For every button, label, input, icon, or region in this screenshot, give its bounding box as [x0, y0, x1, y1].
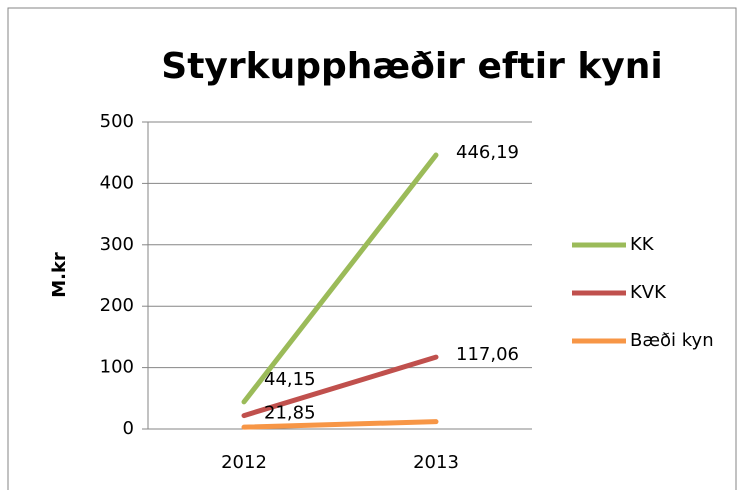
chart-title: Styrkupphæðir eftir kyni: [161, 46, 662, 87]
legend-label: KVK: [630, 282, 667, 303]
y-tick-label: 400: [100, 172, 134, 193]
legend-label: KK: [630, 234, 655, 255]
x-tick-label: 2013: [413, 452, 459, 473]
series-line: [241, 354, 439, 419]
y-tick-label: 500: [100, 111, 134, 132]
y-tick-label: 300: [100, 234, 134, 255]
chart-border: [7, 7, 737, 490]
y-tick-label: 200: [100, 295, 134, 316]
data-label: 44,15: [264, 369, 316, 390]
series-line: [241, 419, 439, 430]
y-tick-label: 0: [123, 418, 134, 439]
x-tick-label: 2012: [221, 452, 267, 473]
data-label: 21,85: [264, 403, 316, 424]
data-label: 117,06: [456, 344, 519, 365]
legend-label: Bæði kyn: [630, 330, 714, 351]
series-line: [241, 152, 439, 405]
y-tick-label: 100: [100, 357, 134, 378]
data-label: 446,19: [456, 142, 519, 163]
y-axis-label: M.kr: [49, 252, 70, 298]
